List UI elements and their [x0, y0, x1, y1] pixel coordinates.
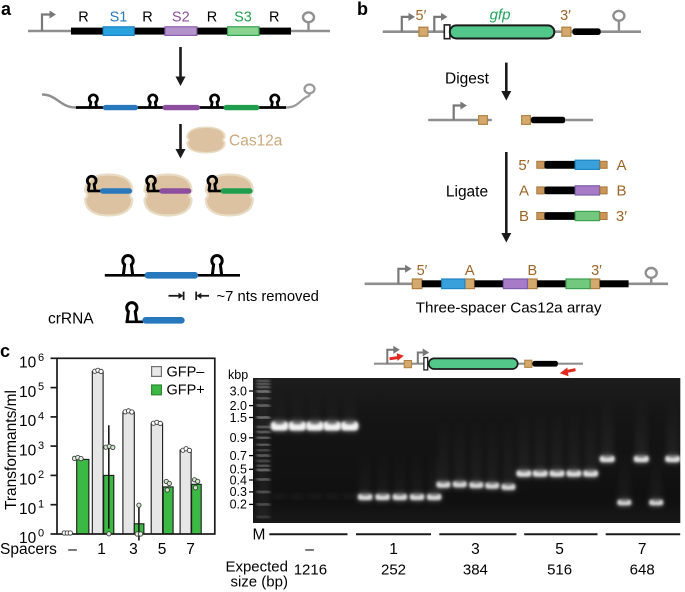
- svg-text:0: 0: [38, 528, 44, 540]
- svg-text:Transformants/ml: Transformants/ml: [3, 390, 20, 510]
- svg-text:10: 10: [19, 472, 37, 489]
- svg-text:10: 10: [19, 384, 37, 401]
- svg-text:0.5: 0.5: [230, 463, 247, 477]
- svg-text:0.3: 0.3: [230, 485, 247, 499]
- svg-text:1.5: 1.5: [230, 411, 247, 425]
- svg-text:R: R: [78, 10, 88, 26]
- svg-text:B: B: [616, 183, 626, 200]
- svg-text:A: A: [519, 183, 529, 200]
- svg-text:3′: 3′: [591, 263, 602, 279]
- svg-text:~7 nts removed: ~7 nts removed: [217, 289, 319, 305]
- svg-text:Spacers: Spacers: [0, 541, 57, 558]
- svg-text:A: A: [616, 157, 626, 174]
- svg-text:516: 516: [547, 562, 572, 579]
- svg-text:3: 3: [471, 541, 480, 558]
- svg-text:3′: 3′: [560, 8, 571, 24]
- svg-text:c: c: [0, 341, 10, 361]
- svg-text:6: 6: [38, 352, 44, 364]
- svg-text:648: 648: [630, 562, 655, 579]
- svg-text:7: 7: [638, 541, 647, 558]
- svg-text:4: 4: [38, 411, 44, 423]
- svg-text:a: a: [1, 0, 12, 19]
- svg-text:252: 252: [381, 562, 406, 579]
- svg-text:S3: S3: [234, 10, 252, 26]
- svg-text:2: 2: [38, 469, 44, 481]
- svg-text:10: 10: [19, 413, 37, 430]
- svg-text:0.7: 0.7: [230, 449, 247, 463]
- svg-text:GFP+: GFP+: [167, 383, 205, 399]
- svg-text:crRNA: crRNA: [48, 311, 94, 328]
- svg-text:GFP–: GFP–: [167, 364, 206, 380]
- svg-text:3′: 3′: [616, 208, 627, 225]
- svg-text:10: 10: [19, 501, 37, 518]
- svg-text:–: –: [305, 541, 314, 558]
- svg-text:10: 10: [19, 530, 37, 547]
- svg-text:R: R: [142, 10, 152, 26]
- svg-text:Ligate: Ligate: [446, 183, 488, 200]
- svg-text:S1: S1: [110, 10, 128, 26]
- svg-text:384: 384: [463, 562, 488, 579]
- svg-text:5: 5: [555, 541, 564, 558]
- svg-text:R: R: [269, 10, 279, 26]
- svg-text:Expected: Expected: [225, 559, 288, 576]
- svg-text:size (bp): size (bp): [230, 574, 288, 591]
- svg-text:1: 1: [97, 541, 106, 558]
- svg-text:10: 10: [19, 442, 37, 459]
- svg-text:2.0: 2.0: [230, 399, 247, 413]
- svg-text:gfp: gfp: [490, 7, 511, 24]
- svg-text:Digest: Digest: [445, 71, 490, 88]
- svg-text:5: 5: [158, 541, 167, 558]
- svg-text:5: 5: [38, 381, 44, 393]
- svg-text:10: 10: [19, 355, 37, 372]
- svg-text:1216: 1216: [294, 562, 327, 579]
- svg-text:S2: S2: [172, 10, 190, 26]
- svg-text:R: R: [207, 10, 217, 26]
- svg-text:0.4: 0.4: [230, 473, 247, 487]
- svg-text:5′: 5′: [416, 8, 427, 24]
- svg-text:B: B: [519, 208, 529, 225]
- svg-text:1: 1: [389, 541, 398, 558]
- svg-text:Cas12a: Cas12a: [229, 133, 283, 150]
- svg-text:0.9: 0.9: [230, 431, 247, 445]
- svg-text:0.2: 0.2: [230, 498, 247, 512]
- svg-text:B: B: [527, 263, 537, 279]
- svg-text:5′: 5′: [417, 263, 428, 279]
- svg-text:kbp: kbp: [228, 368, 248, 382]
- svg-text:5′: 5′: [518, 157, 529, 174]
- svg-text:Three-spacer Cas12a array: Three-spacer Cas12a array: [416, 300, 602, 317]
- svg-text:3: 3: [38, 440, 44, 452]
- svg-text:7: 7: [186, 541, 195, 558]
- svg-text:3: 3: [129, 541, 138, 558]
- svg-text:A: A: [465, 263, 475, 279]
- svg-text:b: b: [357, 0, 368, 19]
- svg-text:3.0: 3.0: [230, 384, 247, 398]
- svg-text:–: –: [68, 541, 77, 558]
- svg-text:1: 1: [38, 498, 44, 510]
- svg-text:M: M: [253, 527, 266, 544]
